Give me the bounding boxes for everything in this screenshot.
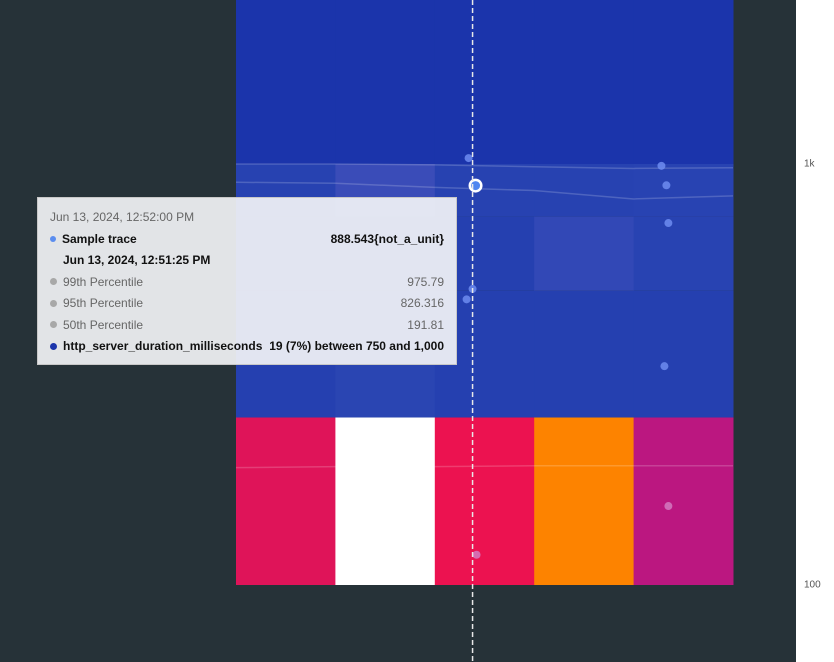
heatmap-cell	[335, 0, 436, 164]
tooltip-label: Sample trace	[62, 231, 137, 246]
tooltip-value: 975.79	[407, 274, 444, 289]
sample-point	[664, 502, 673, 511]
sample-point	[664, 219, 673, 228]
heatmap-plot[interactable]	[0, 0, 796, 662]
heatmap-cell	[633, 417, 734, 585]
heatmap-cell	[534, 417, 635, 585]
tooltip-value: 888.543{not_a_unit}	[330, 231, 444, 246]
y-tick-label: 1k	[804, 158, 815, 170]
tooltip-label: 95th Percentile	[63, 296, 144, 311]
sample-point	[662, 181, 671, 190]
heatmap-cell	[534, 0, 635, 164]
tooltip-value: 826.316	[400, 296, 444, 311]
tooltip-row-p95: 95th Percentile 826.316	[50, 293, 444, 315]
p99-dot-icon	[50, 278, 57, 286]
tooltip-row-p99: 99th Percentile 975.79	[50, 271, 444, 293]
y-axis: 1k 100	[796, 0, 834, 662]
heatmap-cell	[534, 164, 635, 217]
tooltip-label: http_server_duration_milliseconds	[63, 339, 263, 354]
p95-dot-icon	[50, 299, 57, 307]
heatmap-cell	[335, 417, 436, 585]
heatmap-cell	[633, 216, 734, 291]
histogram-dot-icon	[50, 342, 57, 350]
sample-point	[660, 362, 669, 371]
tooltip-label: 50th Percentile	[63, 317, 144, 332]
heatmap-cell	[236, 0, 336, 164]
tooltip-time: Jun 13, 2024, 12:52:00 PM	[50, 210, 195, 224]
heatmap-cell	[534, 290, 635, 418]
heatmap-cell	[434, 0, 535, 164]
heatmap-cell	[633, 0, 734, 164]
heatmap-cell	[236, 417, 336, 585]
sample-trace-dot-icon	[50, 235, 56, 242]
percentile-line	[235, 464, 733, 469]
percentile-line	[235, 181, 734, 200]
tooltip-label: 99th Percentile	[63, 274, 144, 289]
sample-point	[472, 550, 481, 559]
heatmap-cell	[434, 417, 535, 585]
percentile-line	[236, 163, 734, 170]
tooltip-row-p50: 50th Percentile 191.81	[50, 314, 444, 336]
heatmap-cell	[534, 216, 635, 291]
tooltip-sample-time: Jun 13, 2024, 12:51:25 PM	[63, 253, 211, 268]
tooltip-value: 19 (7%) between 750 and 1,000	[269, 339, 444, 354]
p50-dot-icon	[50, 321, 57, 329]
y-tick-label: 100	[804, 579, 821, 591]
sample-point	[462, 295, 471, 304]
sample-point	[657, 161, 666, 170]
tooltip-row-histogram: http_server_duration_milliseconds 19 (7%…	[50, 336, 444, 358]
tooltip: Jun 13, 2024, 12:52:00 PM Sample trace 8…	[37, 197, 457, 365]
heatmap-cell	[633, 290, 734, 418]
tooltip-row-sample-trace: Sample trace 888.543{not_a_unit}	[50, 228, 444, 250]
tooltip-value: 191.81	[407, 317, 444, 332]
heatmap-cell	[633, 164, 734, 217]
sample-point	[464, 154, 473, 163]
